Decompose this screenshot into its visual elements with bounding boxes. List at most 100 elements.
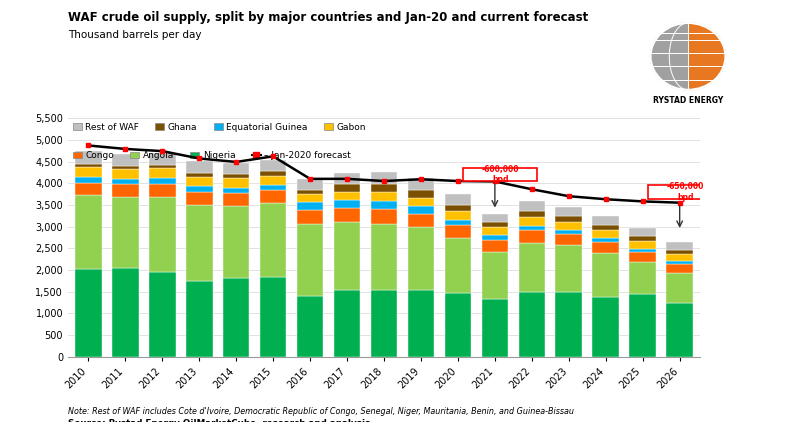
Jan-2020 forecast [194,156,204,161]
Bar [297,190,323,194]
Bar [112,154,138,166]
Bar [75,151,102,164]
Bar [518,226,545,230]
Bar [75,195,102,268]
Bar [445,225,471,238]
Bar [334,200,360,208]
Bar [630,236,656,241]
Bar [482,227,508,235]
Jan-2020 forecast [527,187,537,192]
Jan-2020 forecast [121,146,130,151]
Bar [666,273,693,303]
Bar [666,254,693,261]
Bar [593,225,619,230]
Bar [482,240,508,252]
Bar [593,252,619,297]
Bar [593,242,619,252]
Bar [370,192,398,201]
Bar [445,211,471,219]
Text: Note: Rest of WAF includes Cote d'Ivoire, Democratic Republic of Congo, Senegal,: Note: Rest of WAF includes Cote d'Ivoire… [68,407,574,416]
Jan-2020 forecast [564,194,574,199]
Bar [260,176,286,185]
Text: WAF crude oil supply, split by major countries and Jan-20 and current forecast: WAF crude oil supply, split by major cou… [68,11,588,24]
Bar [334,208,360,222]
Bar [334,290,360,357]
Bar [666,264,693,273]
Bar [370,201,398,209]
Bar [223,173,250,178]
Text: Source: Rystad Energy OilMarketCube, research and analysis: Source: Rystad Energy OilMarketCube, res… [68,419,370,422]
Bar [149,184,175,197]
Bar [555,245,582,292]
Bar [630,252,656,262]
Bar [666,250,693,254]
Bar [445,195,471,205]
Bar [297,203,323,210]
Bar [630,241,656,249]
Bar [260,203,286,277]
Bar [482,222,508,227]
Bar [593,230,619,238]
Bar [370,209,398,224]
Bar [260,190,286,203]
Bar [555,207,582,216]
Bar [482,299,508,357]
Bar [630,262,656,294]
Bar [186,186,213,192]
Bar [666,303,693,357]
Jan-2020 forecast [268,154,278,159]
Jan-2020 forecast [83,143,93,148]
Bar [112,169,138,179]
Jan-2020 forecast [158,149,167,154]
Bar [518,201,545,211]
Bar [186,205,213,281]
Bar [666,242,693,250]
Bar [149,165,175,168]
Bar [370,172,398,184]
Bar [297,224,323,296]
Bar [149,178,175,184]
Bar [186,192,213,205]
Jan-2020 forecast [490,179,500,184]
Bar [223,193,250,206]
Jan-2020 forecast [379,179,389,184]
Bar [370,184,398,192]
Text: Thousand barrels per day: Thousand barrels per day [68,30,202,40]
Bar [297,179,323,190]
Bar [408,214,434,227]
Bar [297,296,323,357]
Bar [149,168,175,178]
Bar [334,222,360,290]
Bar [518,230,545,243]
Bar [408,190,434,198]
Bar [555,292,582,357]
Bar [482,214,508,222]
Bar [370,224,398,290]
Bar [370,290,398,357]
Bar [223,278,250,357]
Bar [223,187,250,193]
Bar [186,177,213,186]
Bar [223,206,250,278]
Bar [260,185,286,190]
FancyBboxPatch shape [648,185,722,199]
Bar [630,294,656,357]
Bar [223,162,250,173]
Bar [149,153,175,165]
Bar [112,268,138,357]
Bar [75,167,102,177]
Bar [75,183,102,195]
Bar [482,235,508,240]
Bar [555,216,582,222]
Bar [593,297,619,357]
Bar [112,179,138,184]
Jan-2020 forecast [231,160,241,165]
Bar [223,178,250,187]
Bar [518,243,545,292]
Bar [445,219,471,225]
Bar [593,216,619,225]
Bar [518,211,545,217]
Jan-2020 forecast [416,177,426,182]
Bar [482,252,508,299]
Bar [112,166,138,169]
